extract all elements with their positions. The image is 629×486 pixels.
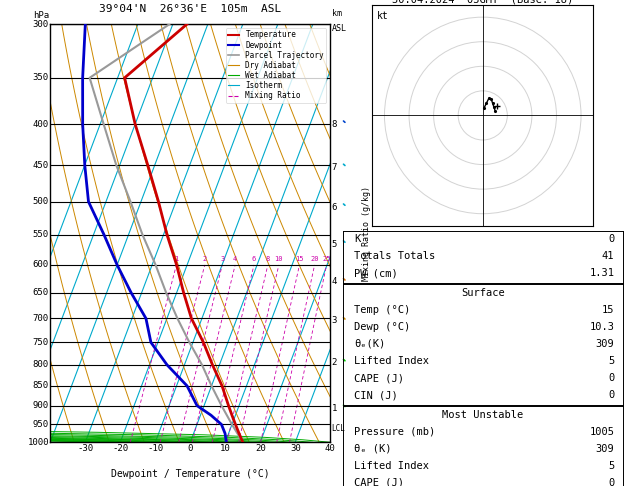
Text: CIN (J): CIN (J) <box>354 390 398 400</box>
Text: 300: 300 <box>33 20 49 29</box>
Text: 800: 800 <box>33 360 49 369</box>
Text: LCL: LCL <box>331 424 345 433</box>
Text: 30: 30 <box>290 444 301 453</box>
Text: Dewpoint / Temperature (°C): Dewpoint / Temperature (°C) <box>111 469 270 479</box>
Text: CAPE (J): CAPE (J) <box>354 478 404 486</box>
Text: 20: 20 <box>310 256 319 261</box>
Text: Mixing Ratio (g/kg): Mixing Ratio (g/kg) <box>362 186 371 281</box>
Text: K: K <box>354 234 360 244</box>
Text: 15: 15 <box>295 256 304 261</box>
Text: 8: 8 <box>331 120 337 129</box>
Text: 1: 1 <box>174 256 179 261</box>
Text: 10: 10 <box>220 444 231 453</box>
Text: θₑ (K): θₑ (K) <box>354 444 391 453</box>
Text: 40: 40 <box>325 444 336 453</box>
Text: 700: 700 <box>33 314 49 323</box>
Text: 3: 3 <box>331 316 337 326</box>
Text: Pressure (mb): Pressure (mb) <box>354 427 435 436</box>
Text: 4: 4 <box>233 256 237 261</box>
Text: 6: 6 <box>252 256 256 261</box>
Text: 2: 2 <box>331 358 337 367</box>
Text: 5: 5 <box>608 461 615 470</box>
Text: 309: 309 <box>596 444 615 453</box>
Text: kt: kt <box>377 12 388 21</box>
Text: 600: 600 <box>33 260 49 269</box>
Text: 850: 850 <box>33 382 49 390</box>
Text: 5: 5 <box>608 356 615 366</box>
Text: 1.31: 1.31 <box>589 268 615 278</box>
Text: 6: 6 <box>331 203 337 211</box>
Text: 41: 41 <box>602 251 615 261</box>
Text: 500: 500 <box>33 197 49 206</box>
Text: 20: 20 <box>255 444 265 453</box>
Text: 25: 25 <box>322 256 331 261</box>
Text: 450: 450 <box>33 160 49 170</box>
Text: Temp (°C): Temp (°C) <box>354 305 410 315</box>
Text: 350: 350 <box>33 73 49 82</box>
Text: 550: 550 <box>33 230 49 239</box>
Text: 3: 3 <box>220 256 225 261</box>
Text: -20: -20 <box>112 444 128 453</box>
Text: 0: 0 <box>187 444 193 453</box>
Text: Lifted Index: Lifted Index <box>354 461 429 470</box>
Text: -30: -30 <box>77 444 93 453</box>
Text: 39°04'N  26°36'E  105m  ASL: 39°04'N 26°36'E 105m ASL <box>99 4 281 14</box>
Text: 950: 950 <box>33 420 49 429</box>
Text: 0: 0 <box>608 390 615 400</box>
Text: 309: 309 <box>596 339 615 349</box>
Text: PW (cm): PW (cm) <box>354 268 398 278</box>
Legend: Temperature, Dewpoint, Parcel Trajectory, Dry Adiabat, Wet Adiabat, Isotherm, Mi: Temperature, Dewpoint, Parcel Trajectory… <box>226 28 326 103</box>
Text: 1005: 1005 <box>589 427 615 436</box>
Text: θₑ(K): θₑ(K) <box>354 339 385 349</box>
Text: 0: 0 <box>608 234 615 244</box>
Text: hPa: hPa <box>33 11 49 20</box>
Text: 650: 650 <box>33 288 49 297</box>
Title: 30.04.2024  03GMT  (Base: 18): 30.04.2024 03GMT (Base: 18) <box>392 0 574 4</box>
Text: 0: 0 <box>608 373 615 383</box>
Text: 7: 7 <box>331 163 337 172</box>
Text: ASL: ASL <box>331 24 347 34</box>
Text: Surface: Surface <box>461 288 504 298</box>
Text: Dewp (°C): Dewp (°C) <box>354 322 410 332</box>
Text: CAPE (J): CAPE (J) <box>354 373 404 383</box>
Text: km: km <box>331 9 342 18</box>
Text: 400: 400 <box>33 120 49 129</box>
Text: 4: 4 <box>331 278 337 286</box>
Text: 1000: 1000 <box>28 438 49 447</box>
Text: 8: 8 <box>265 256 270 261</box>
Text: 1: 1 <box>331 404 337 413</box>
Text: 10: 10 <box>275 256 283 261</box>
Text: 750: 750 <box>33 338 49 347</box>
Text: Lifted Index: Lifted Index <box>354 356 429 366</box>
Text: 2: 2 <box>203 256 207 261</box>
Text: 15: 15 <box>602 305 615 315</box>
Text: 5: 5 <box>331 240 337 248</box>
Text: 900: 900 <box>33 401 49 410</box>
Text: 10.3: 10.3 <box>589 322 615 332</box>
Text: Totals Totals: Totals Totals <box>354 251 435 261</box>
Text: -10: -10 <box>147 444 164 453</box>
Text: Most Unstable: Most Unstable <box>442 410 523 419</box>
Text: 0: 0 <box>608 478 615 486</box>
